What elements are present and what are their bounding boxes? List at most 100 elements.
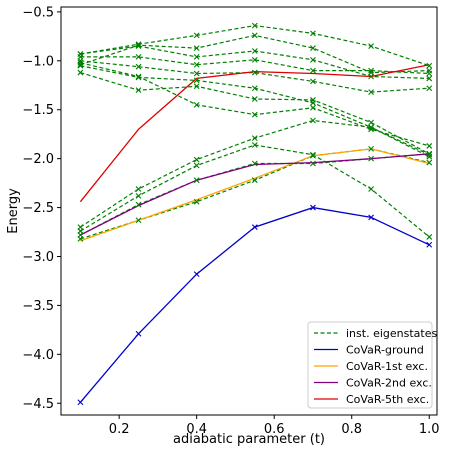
eigenstate-marker (193, 45, 200, 51)
eigenstate-marker (310, 99, 316, 106)
eigenstate-marker (310, 152, 316, 159)
y-tick-label: −0.5 (22, 5, 54, 20)
eigenstate-marker (310, 56, 316, 63)
eigenstate-marker (368, 155, 374, 162)
ground-marker (77, 399, 84, 406)
eigenstate-marker (77, 224, 84, 231)
eigenstate-marker (426, 85, 433, 92)
eigenstate-marker (135, 73, 142, 80)
eigenstate-marker (426, 153, 433, 160)
eigenstate-marker (368, 186, 374, 192)
eigenstate-marker (193, 198, 200, 205)
x-axis-ticks: 0.2 0.4 0.6 0.8 1.0 (109, 415, 440, 437)
y-tick-label: −4.0 (22, 348, 54, 363)
eigenstate-marker (368, 145, 374, 152)
eigenstate-marker (135, 54, 142, 60)
x-tick-label: 0.8 (341, 422, 362, 437)
eigenstate-marker (426, 151, 433, 158)
legend-label-5th-exc: CoVaR-5th exc. (346, 393, 429, 406)
ground-marker (135, 330, 142, 337)
eigenstate-marker (426, 70, 433, 77)
eigenstate-marker (135, 74, 142, 81)
x-axis-label: adiabatic parameter (t) (173, 432, 325, 447)
eigenstate-marker (310, 30, 316, 37)
eigenstate-marker (368, 126, 374, 133)
eigenstate-marker (368, 119, 374, 126)
eigenstate-marker (251, 142, 258, 148)
legend-box (307, 321, 433, 409)
eigenstate-marker (77, 54, 84, 60)
eigenstate-marker (193, 83, 200, 90)
eigenstate-marker (310, 117, 316, 124)
y-tick-label: −2.0 (22, 152, 54, 167)
eigenstate-marker (193, 156, 200, 163)
eigenstate-marker (251, 160, 258, 167)
eigenstate-marker (251, 56, 258, 63)
eigenstate-marker (135, 87, 142, 94)
eigenstate-marker (368, 67, 374, 74)
y-tick-label: −2.5 (22, 201, 54, 216)
ground-marker (251, 224, 258, 231)
ground-marker (193, 271, 200, 277)
eigenstate-marker (193, 70, 200, 77)
legend-label-1st-exc: CoVaR-1st exc. (346, 360, 428, 373)
eigenstate-marker (251, 96, 258, 102)
y-tick-label: −3.5 (22, 299, 54, 314)
eigenstate-marker (310, 104, 316, 111)
eigenstate-marker (310, 160, 316, 167)
eigenstate-marker (77, 69, 84, 76)
eigenstate-marker (426, 159, 433, 166)
ground-marker (426, 241, 433, 248)
legend-label-ground: CoVaR-ground (346, 344, 424, 357)
eigenstate-marker (251, 177, 258, 184)
y-tick-label: −1.0 (22, 54, 54, 69)
eigenstate-marker (251, 111, 258, 118)
eigenstate-marker (426, 234, 433, 240)
y-axis-ticks: −4.5 −4.0 −3.5 −3.0 −2.5 −2.0 −1.5 −1.0 −0.5 (22, 5, 61, 412)
eigenstate-markers (77, 22, 433, 406)
x-tick-label: 0.2 (109, 422, 130, 437)
eigenstate-marker (193, 177, 200, 184)
eigenstate-marker (251, 48, 258, 54)
eigenstate-marker (310, 45, 316, 51)
eigenstate-marker (251, 32, 258, 39)
eigenstate-marker (135, 41, 142, 48)
legend: inst. eigenstates CoVaR-ground CoVaR-1st… (307, 321, 437, 409)
eigenstate-marker (135, 217, 142, 224)
eigenstate-marker (368, 43, 374, 50)
eigenstate-marker (77, 59, 84, 66)
y-tick-label: −3.0 (22, 250, 54, 265)
eigenstate-marker (193, 77, 200, 84)
legend-label-eigenstates: inst. eigenstates (346, 327, 437, 340)
eigenstate-marker (426, 143, 433, 149)
x-tick-label: 0.6 (264, 422, 285, 437)
eigenstate-marker (193, 32, 200, 39)
eigenstate-marker (135, 42, 142, 49)
legend-label-2nd-exc: CoVaR-2nd exc. (346, 377, 432, 390)
plot-frame (60, 6, 438, 416)
eigenstate-marker (310, 78, 316, 85)
eigenstate-marker (368, 69, 374, 76)
eigenstate-marker (77, 61, 84, 68)
y-axis-label: Energy (6, 188, 21, 234)
eigenstate-marker (310, 151, 316, 158)
y-tick-label: −4.5 (22, 397, 54, 412)
eigenstate-marker (193, 162, 200, 169)
eigenstate-marker (426, 62, 433, 69)
eigenstate-marker (368, 89, 374, 96)
eigenstate-marker (193, 101, 200, 108)
eigenstate-marker (135, 63, 142, 70)
eigenstate-marker (193, 54, 200, 60)
ground-marker (310, 204, 316, 211)
x-tick-label: 1.0 (419, 422, 440, 437)
x-tick-label: 0.4 (186, 422, 207, 437)
eigenstate-marker (251, 85, 258, 92)
eigenstate-marker (426, 75, 433, 82)
ground-marker (368, 214, 374, 221)
eigenstate-marker (135, 186, 142, 192)
eigenstate-marker (135, 43, 142, 50)
eigenstate-marker (310, 67, 316, 74)
eigenstate-marker (368, 124, 374, 131)
eigenstate-marker (135, 192, 142, 199)
